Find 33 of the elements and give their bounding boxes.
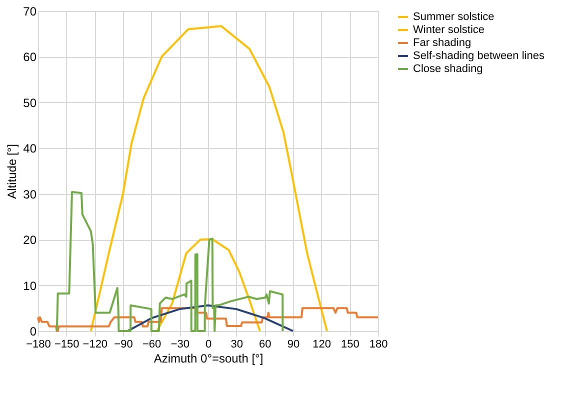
y-tick-label: 10 — [23, 278, 37, 293]
x-tick-label: 150 — [340, 338, 360, 350]
y-tick-label: 60 — [23, 50, 37, 64]
x-tick-label: 60 — [259, 338, 272, 350]
line-series — [126, 304, 294, 332]
x-tick-label: 0 — [205, 338, 212, 350]
x-tick-label: 120 — [312, 338, 332, 350]
y-axis-title: Altitude [°] — [5, 144, 20, 199]
x-axis-title: Azimuth 0°=south [°] — [154, 352, 264, 366]
x-tick-label: −180 — [26, 338, 51, 350]
legend-label: Winter solstice — [413, 24, 485, 36]
x-tick-label: 180 — [369, 338, 388, 350]
y-tick-label: 70 — [23, 4, 37, 18]
legend-label: Far shading — [413, 37, 472, 49]
line-series — [56, 191, 284, 332]
line-series — [37, 307, 379, 332]
y-tick-label: 50 — [23, 96, 37, 110]
x-tick-label: 90 — [287, 338, 300, 350]
y-tick-label: 40 — [23, 142, 37, 156]
x-tick-label: −30 — [170, 338, 190, 350]
x-tick-label: −60 — [142, 338, 162, 350]
legend-label: Summer solstice — [413, 11, 494, 23]
y-tick-label: 30 — [23, 187, 37, 202]
line-series — [90, 25, 328, 332]
y-tick-label: 20 — [23, 233, 37, 248]
x-tick-label: 30 — [230, 338, 243, 350]
x-tick-label: −150 — [54, 338, 80, 350]
line-series — [156, 238, 261, 332]
x-tick-label: −90 — [114, 338, 133, 350]
x-tick-label: −120 — [82, 338, 108, 350]
y-tick-label: 0 — [30, 324, 37, 338]
legend-label: Close shading — [413, 63, 483, 75]
legend-label: Self-shading between lines — [413, 50, 545, 62]
